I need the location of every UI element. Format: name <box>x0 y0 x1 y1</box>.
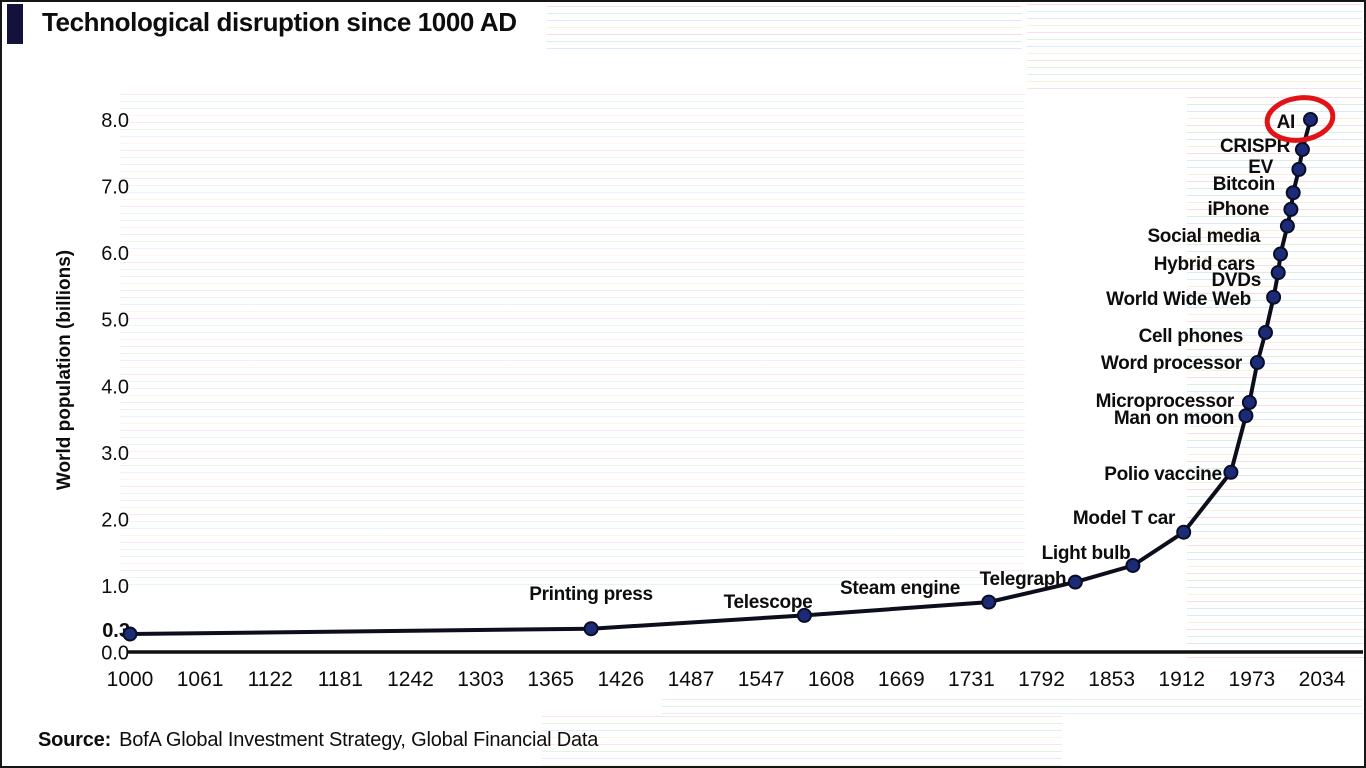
x-tick-label: 1181 <box>318 668 363 691</box>
y-tick-label: 8.0 <box>101 110 129 132</box>
ai-highlight-oval <box>1264 95 1336 143</box>
data-point-marker <box>1283 201 1299 217</box>
data-point-marker <box>1176 524 1192 540</box>
data-point-marker <box>1291 161 1307 177</box>
milestone-label-hybrid-cars: Hybrid cars <box>1154 254 1255 275</box>
data-point-marker <box>1273 246 1288 262</box>
data-point-marker <box>1303 112 1318 127</box>
milestone-label-bitcoin: Bitcoin <box>1213 174 1275 195</box>
population-line <box>129 118 1313 636</box>
data-point-marker <box>1294 142 1310 157</box>
x-tick-label: 1487 <box>668 668 715 691</box>
milestone-label-social-media: Social media <box>1147 226 1260 247</box>
data-point-marker <box>981 594 997 610</box>
data-point-marker <box>1125 558 1141 573</box>
milestone-label-man-on-moon: Man on moon <box>1114 408 1234 429</box>
x-tick-label: 1303 <box>457 668 504 691</box>
x-tick-label: 1792 <box>1018 668 1065 691</box>
data-point-marker <box>796 607 812 623</box>
x-tick-label: 1608 <box>808 668 855 691</box>
title-accent-bar <box>7 4 23 44</box>
milestone-label-ai: AI <box>1277 112 1295 133</box>
y-tick-label: 3.0 <box>101 443 129 465</box>
milestone-label-model-t-car: Model T car <box>1073 508 1176 529</box>
milestone-label-dvds: DVDs <box>1212 270 1261 291</box>
milestone-label-crispr: CRISPR <box>1220 136 1291 157</box>
milestone-label-steam-engine: Steam engine <box>840 578 960 599</box>
data-point-marker <box>122 626 138 642</box>
data-point-marker <box>1241 394 1257 410</box>
source-label: Source: <box>38 729 112 751</box>
milestone-label-microprocessor: Microprocessor <box>1096 391 1235 412</box>
milestone-label-world-wide-web: World Wide Web <box>1106 289 1251 310</box>
source-text: BofA Global Investment Strategy, Global … <box>119 729 599 751</box>
x-tick-label: 1242 <box>387 668 434 691</box>
data-point-marker <box>1223 464 1239 480</box>
x-tick-label: 2034 <box>1299 668 1346 691</box>
data-point-marker <box>1266 289 1282 305</box>
x-tick-label: 1426 <box>597 668 644 691</box>
data-point-marker <box>1285 185 1301 201</box>
x-tick-label: 1853 <box>1088 668 1135 691</box>
x-tick-label: 1365 <box>527 668 574 691</box>
milestone-label-iphone: iPhone <box>1207 199 1269 220</box>
data-point-marker <box>1067 574 1083 590</box>
x-tick-label: 1912 <box>1158 668 1205 691</box>
milestone-label-polio-vaccine: Polio vaccine <box>1104 464 1222 485</box>
data-point-marker <box>1279 218 1295 234</box>
y-tick-label: 6.0 <box>101 243 129 265</box>
data-point-marker <box>1258 325 1273 340</box>
data-point-marker <box>1270 265 1286 281</box>
page-title: Technological disruption since 1000 AD <box>42 7 517 37</box>
x-tick-label: 1061 <box>177 668 224 691</box>
x-tick-label: 1669 <box>878 668 925 691</box>
data-point-marker <box>1249 355 1265 370</box>
source-line: Source: BofA Global Investment Strategy, … <box>38 729 598 752</box>
data-point-marker <box>1238 408 1254 424</box>
milestone-label-telegraph: Telegraph <box>980 569 1067 590</box>
x-tick-label: 1973 <box>1229 668 1276 691</box>
milestone-label-light-bulb: Light bulb <box>1042 543 1131 564</box>
milestone-label-cell-phones: Cell phones <box>1139 326 1243 347</box>
milestone-label-word-processor: Word processor <box>1101 353 1243 374</box>
y-tick-label: 7.0 <box>101 177 129 199</box>
y-tick-label: 2.0 <box>101 509 129 531</box>
y-tick-label: 5.0 <box>101 310 129 332</box>
x-tick-label: 1731 <box>948 668 995 691</box>
y-axis-title: World population (billions) <box>54 250 75 490</box>
y-tick-label: 4.0 <box>101 376 129 398</box>
milestone-label-printing-press: Printing press <box>529 584 653 605</box>
x-tick-label: 1547 <box>738 668 785 691</box>
milestone-label-telescope: Telescope <box>724 592 813 613</box>
y-tick-label: 0.0 <box>101 643 129 665</box>
y-tick-label: 1.0 <box>101 576 129 598</box>
milestone-label-ev: EV <box>1248 157 1273 178</box>
x-tick-label: 1122 <box>248 668 293 691</box>
x-tick-label: 1000 <box>107 668 154 691</box>
data-point-marker <box>583 621 599 637</box>
